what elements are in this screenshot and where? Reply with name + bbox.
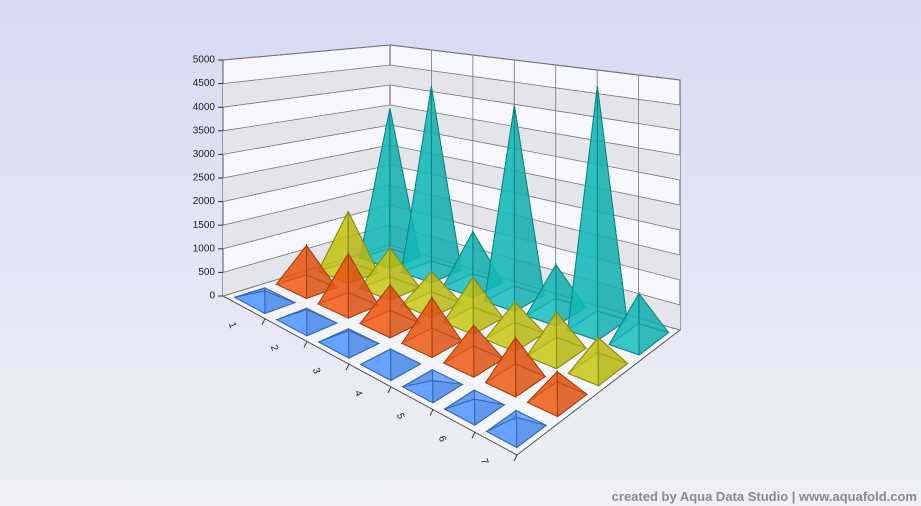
wall-band [223, 65, 390, 108]
x-tick-mark [513, 454, 518, 462]
wall-band [223, 145, 390, 202]
pyramid [484, 336, 547, 398]
pyramid-face [306, 308, 339, 337]
grid-line [222, 104, 681, 156]
pyramid [441, 275, 505, 336]
y-tick-label: 1000 [193, 243, 216, 254]
pyramid-face [430, 86, 462, 284]
pyramid-face [432, 380, 464, 404]
pyramid [233, 287, 297, 315]
wall-band [223, 105, 390, 155]
grid-line [222, 44, 681, 81]
wall-band [223, 185, 390, 249]
x-tick-label: 3 [310, 366, 322, 375]
pyramid-face [513, 105, 545, 313]
pyramid-face [264, 290, 297, 315]
x-tick-label: 2 [268, 344, 280, 353]
pyramid [608, 291, 670, 356]
pyramid-face [472, 275, 504, 336]
y-tick-label: 4500 [193, 78, 216, 89]
y-tick-label: 4000 [193, 102, 216, 113]
x-tick-mark [345, 363, 350, 371]
y-tick-label: 2000 [193, 196, 216, 207]
x-tick-label: 1 [226, 321, 238, 330]
pyramid [525, 310, 588, 370]
x-tick-mark [387, 386, 392, 394]
pyramid-face [555, 310, 587, 370]
y-tick-label: 2500 [193, 173, 216, 184]
pyramid [275, 307, 339, 337]
pyramid-face [597, 336, 629, 387]
pyramid-face [473, 324, 505, 379]
pyramid-face [514, 336, 546, 398]
pyramid-face [389, 246, 421, 302]
y-tick-label: 3000 [193, 149, 216, 160]
y-tick-label: 5000 [193, 55, 216, 66]
pyramid-face [389, 283, 421, 339]
pyramid [401, 368, 464, 404]
x-tick-label: 5 [394, 412, 406, 421]
pyramid [483, 300, 546, 353]
pyramid-face [638, 292, 670, 356]
pyramid [443, 389, 506, 427]
pyramid [483, 105, 546, 313]
pyramid [442, 323, 505, 379]
y-tick-label: 0 [209, 291, 215, 302]
pyramid-face [514, 300, 546, 353]
footer-credit: created by Aqua Data Studio | www.aquafo… [611, 489, 917, 504]
pyramid [485, 409, 548, 449]
pyramid-face [596, 86, 628, 342]
grid-line [222, 64, 681, 106]
pyramid [400, 296, 464, 359]
x-tick-mark [471, 432, 476, 439]
x-tick-mark [303, 341, 308, 348]
wall-band [390, 105, 680, 180]
pyramid [526, 370, 588, 418]
pyramid [358, 283, 422, 339]
x-tick-label: 7 [478, 457, 490, 466]
pyramid [567, 336, 629, 387]
wall-band [390, 65, 680, 130]
pyramid-face [390, 348, 422, 382]
y-tick-label: 3500 [193, 125, 216, 136]
x-tick-label: 6 [436, 434, 448, 443]
y-tick-label: 1500 [193, 220, 216, 231]
pyramid [400, 86, 463, 284]
pyramid [566, 86, 629, 342]
x-tick-mark [429, 409, 434, 416]
pyramid-face [473, 398, 506, 427]
pyramid-face [347, 251, 380, 319]
x-tick-mark [261, 318, 266, 325]
pyramid-face [348, 329, 380, 359]
pyramid-face [556, 370, 588, 418]
y-tick-label: 500 [198, 267, 215, 278]
grid-line [222, 84, 681, 131]
pyramid [317, 327, 380, 359]
pyramid [359, 348, 422, 382]
pyramid-face [515, 416, 548, 449]
pyramid-face [431, 296, 463, 359]
x-tick-label: 4 [352, 389, 364, 398]
